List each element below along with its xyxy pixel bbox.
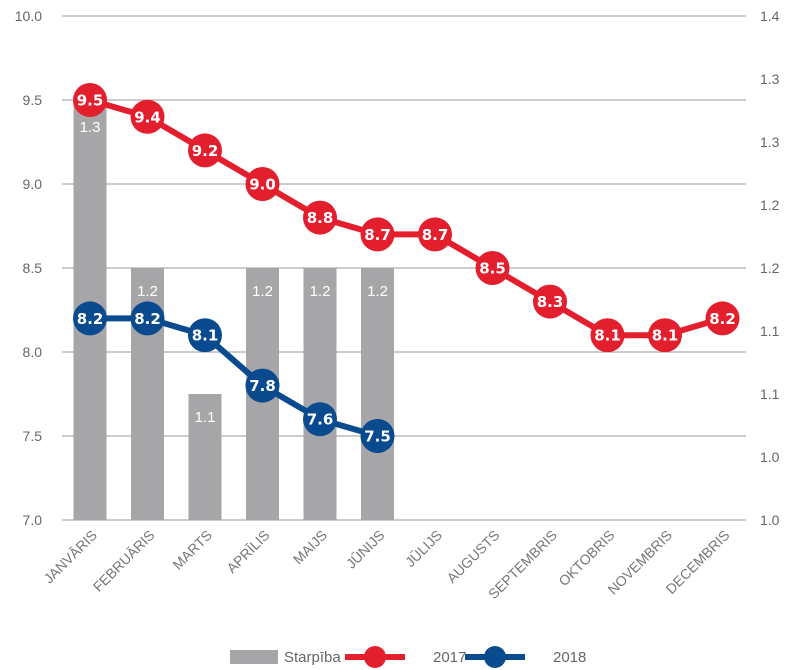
point-2017	[360, 217, 395, 252]
point-2017	[590, 318, 625, 353]
point-label-2018: 8.2	[77, 310, 104, 328]
legend-label-2017: 2017	[433, 649, 466, 666]
y2-tick-label: 1.3	[760, 71, 780, 87]
x-tick-label: JANVĀRIS	[40, 527, 100, 587]
x-tick-label: JŪNIJS	[343, 527, 388, 572]
bar-label: 1.2	[310, 283, 331, 300]
bar-label: 1.1	[195, 409, 216, 426]
x-tick-label: MAIJS	[290, 527, 330, 567]
point-label-2018: 7.6	[307, 411, 334, 429]
legend-label-starpiba: Starpība	[284, 649, 341, 666]
point-label-2018: 8.2	[134, 310, 161, 328]
y2-tick-label: 1.1	[760, 323, 780, 339]
point-label-2017: 8.8	[307, 209, 334, 227]
point-2017	[188, 133, 222, 168]
point-2017	[705, 301, 740, 336]
point-2017	[130, 99, 165, 134]
point-label-2017: 9.5	[77, 92, 104, 110]
x-tick-label: APRĪLIS	[223, 527, 272, 576]
y-tick-label: 9.0	[23, 176, 43, 192]
gridlines	[62, 15, 746, 521]
point-label-2017: 8.1	[594, 327, 621, 345]
x-tick-label: FEBRUĀRIS	[90, 527, 158, 595]
point-label-2018: 7.5	[364, 428, 391, 446]
bar-label: 1.2	[137, 283, 158, 300]
x-tick-label: JŪLIJS	[402, 527, 445, 570]
bar	[361, 268, 394, 520]
point-2018	[303, 402, 337, 437]
line-points: 9.5 9.4 9.2 9.0 8.8 8.7 8.7 8.5 8.3 8.1 8.1 8.2 8.2 8…	[73, 83, 740, 453]
y-tick-label: 8.0	[23, 344, 43, 360]
y2-tick-label: 1.0	[760, 449, 780, 465]
legend-swatch-starpiba	[230, 650, 278, 664]
point-label-2017: 8.2	[709, 310, 736, 328]
point-2017	[73, 83, 107, 117]
bar	[303, 268, 337, 520]
point-2018	[130, 301, 165, 336]
y-axis-left: 7.0 7.5 8.0 8.5 9.0 9.5 10.0	[15, 8, 42, 528]
x-tick-label: OKTOBRIS	[555, 527, 617, 589]
y-tick-label: 7.0	[23, 512, 43, 528]
point-2017	[475, 251, 510, 285]
point-label-2017: 8.5	[479, 260, 506, 278]
y2-tick-label: 1.0	[760, 512, 780, 528]
y-axis-right: 1.0 1.0 1.1 1.1 1.2 1.2 1.3 1.3 1.4	[760, 8, 780, 528]
x-tick-label: MARTS	[169, 527, 215, 573]
bar-label: 1.3	[80, 119, 101, 136]
bar-label: 1.2	[367, 283, 388, 300]
point-label-2017: 8.7	[422, 226, 449, 244]
bar-label: 1.2	[252, 283, 273, 300]
point-2017	[418, 217, 452, 252]
y2-tick-label: 1.1	[760, 386, 780, 402]
point-label-2017: 9.2	[192, 142, 219, 160]
point-2018	[360, 419, 395, 453]
bar-labels: 1.3 1.2 1.1 1.2 1.2 1.2	[80, 119, 388, 426]
point-2017	[303, 200, 337, 235]
y-tick-label: 9.5	[23, 92, 43, 108]
point-label-2017: 9.0	[249, 176, 276, 194]
point-2018	[73, 301, 107, 336]
point-2018	[188, 318, 222, 353]
y2-tick-label: 1.3	[760, 134, 780, 150]
y-tick-label: 10.0	[15, 8, 42, 24]
legend: Starpība 2017 2018	[230, 646, 586, 668]
legend-marker-2018	[484, 646, 506, 668]
y2-tick-label: 1.2	[760, 260, 780, 276]
point-label-2018: 7.8	[249, 377, 276, 395]
bar	[188, 394, 222, 520]
legend-marker-2017	[364, 646, 386, 668]
point-2017	[533, 284, 567, 319]
point-2018	[245, 368, 280, 403]
line-2017	[87, 97, 726, 339]
point-2017	[245, 167, 280, 201]
y2-tick-label: 1.2	[760, 197, 780, 213]
point-label-2017: 8.3	[537, 293, 564, 311]
y-tick-label: 7.5	[23, 428, 43, 444]
y-tick-label: 8.5	[23, 260, 43, 276]
point-label-2017: 8.1	[652, 327, 679, 345]
point-label-2018: 8.1	[192, 327, 219, 345]
x-tick-label: AUGUSTS	[443, 527, 502, 586]
legend-label-2018: 2018	[553, 649, 586, 666]
point-2017	[648, 318, 682, 353]
point-label-2017: 9.4	[134, 108, 161, 126]
y2-tick-label: 1.4	[760, 8, 780, 24]
point-label-2017: 8.7	[364, 226, 391, 244]
